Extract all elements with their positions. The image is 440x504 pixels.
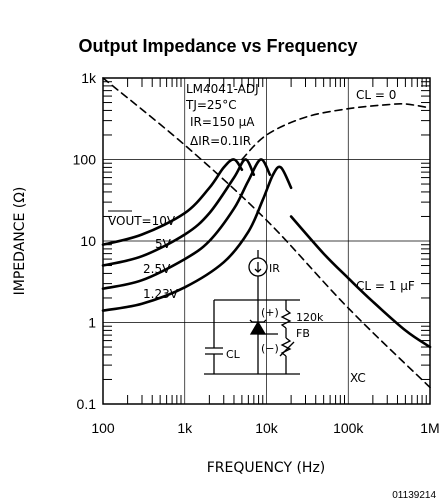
inset-label-minus: (−) bbox=[261, 342, 279, 355]
x-tick-label-0: 100 bbox=[91, 420, 115, 436]
label-5v: 5V bbox=[155, 237, 172, 251]
x-tick-label-4: 1M bbox=[420, 420, 439, 436]
inset-label-fb: FB bbox=[296, 327, 310, 340]
x-tick-label-2: 10k bbox=[255, 420, 279, 436]
series-line-2-5v bbox=[101, 158, 272, 290]
inset-circuit bbox=[204, 250, 300, 375]
y-tick-label-1: 1 bbox=[88, 315, 96, 331]
series-line-cl-1-f bbox=[289, 215, 432, 349]
condition-temp: TJ=25°C bbox=[185, 98, 237, 112]
series-line-cl-0 bbox=[241, 102, 431, 161]
label-1-23v: 1.23V bbox=[143, 287, 179, 301]
x-tick-label-1: 1k bbox=[177, 420, 193, 436]
x-tick-label-3: 100k bbox=[333, 420, 364, 436]
y-tick-label-4: 1k bbox=[81, 70, 97, 86]
inset-label-plus: (+) bbox=[261, 306, 279, 319]
inset-label-cl: CL bbox=[226, 348, 241, 361]
y-tick-label-2: 10 bbox=[80, 233, 96, 249]
x-tick-labels: 100 1k 10k 100k 1M bbox=[91, 420, 439, 436]
condition-part: LM4041-ADJ bbox=[186, 82, 259, 96]
y-tick-label-3: 100 bbox=[73, 152, 97, 168]
series-line-5v bbox=[101, 158, 256, 267]
series-line-vout-10v bbox=[101, 158, 244, 246]
figure-id: 01139214 bbox=[392, 490, 436, 501]
series-line-1-23v bbox=[101, 165, 293, 312]
series-lines bbox=[101, 77, 432, 389]
inset-label-120k: 120k bbox=[296, 311, 324, 324]
y-tick-labels: 0.1 1 10 100 1k bbox=[73, 70, 97, 412]
inset-label-ir: IR bbox=[269, 262, 280, 275]
tick-marks bbox=[103, 78, 430, 404]
condition-delta: ΔIR=0.1IR bbox=[190, 134, 251, 148]
y-axis-label: IMPEDANCE (Ω) bbox=[12, 187, 28, 296]
label-cl-0: CL = 0 bbox=[356, 88, 396, 102]
plot-frame bbox=[102, 77, 431, 405]
series-line-xc bbox=[102, 77, 431, 389]
grid bbox=[102, 77, 431, 405]
label-cl-1uf: CL = 1 μF bbox=[356, 279, 415, 293]
y-tick-label-0: 0.1 bbox=[77, 396, 97, 412]
label-vout-10v: VOUT=10V bbox=[108, 214, 176, 228]
x-axis-label: FREQUENCY (Hz) bbox=[207, 460, 326, 476]
label-xc: XC bbox=[350, 371, 366, 385]
condition-current: IR=150 μA bbox=[190, 115, 255, 129]
label-2-5v: 2.5V bbox=[143, 262, 171, 276]
chart-title: Output Impedance vs Frequency bbox=[78, 36, 357, 56]
